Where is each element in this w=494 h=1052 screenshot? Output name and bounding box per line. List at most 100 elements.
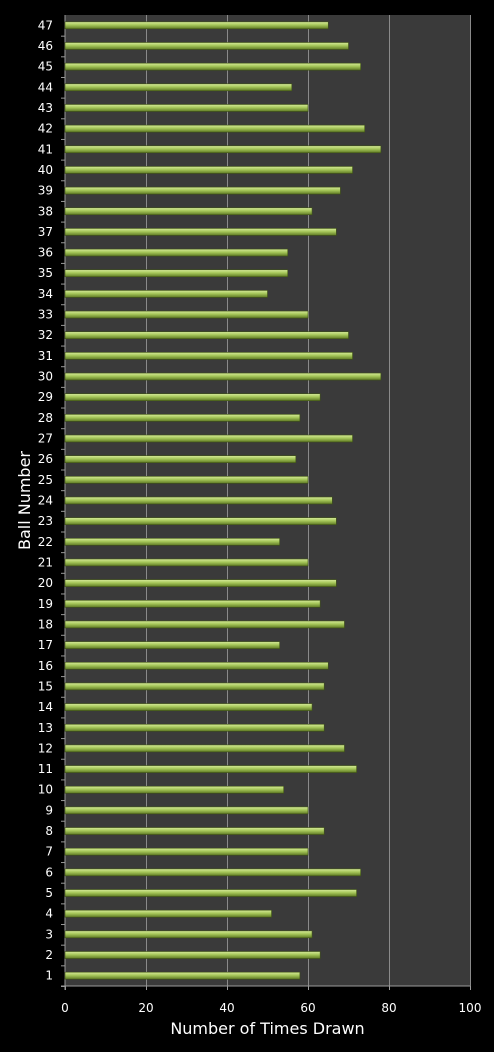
bar-ball-17 [64, 641, 280, 649]
bar-ball-7 [64, 847, 309, 856]
y-tick-label-26: 26 [38, 452, 53, 466]
bar-ball-33 [64, 310, 309, 319]
bar-ball-4 [64, 909, 272, 918]
y-tick-label-9: 9 [45, 803, 53, 817]
bar-ball-28 [64, 414, 301, 422]
y-tick-label-38: 38 [38, 204, 53, 218]
bar-ball-29 [64, 393, 321, 402]
y-tick-label-42: 42 [38, 122, 53, 136]
bar-ball-3 [64, 930, 313, 939]
bar-ball-35 [64, 269, 289, 278]
y-tick-label-12: 12 [38, 741, 53, 755]
bar-ball-44 [64, 83, 293, 92]
bar-ball-24 [64, 496, 333, 505]
y-tick-label-22: 22 [38, 535, 53, 549]
bar-ball-47 [64, 21, 329, 30]
y-tick-label-16: 16 [38, 659, 53, 673]
y-tick-label-27: 27 [38, 432, 53, 446]
y-tick-label-8: 8 [45, 824, 53, 838]
bar-ball-16 [64, 661, 329, 670]
y-tick-label-37: 37 [38, 225, 53, 239]
y-tick-label-20: 20 [38, 576, 53, 590]
y-tick-label-41: 41 [38, 142, 53, 156]
y-tick-label-24: 24 [38, 494, 53, 508]
x-tick-label-60: 60 [300, 1001, 315, 1015]
y-tick-label-14: 14 [38, 700, 53, 714]
x-tick-label-40: 40 [219, 1001, 234, 1015]
bar-ball-9 [64, 806, 309, 815]
y-tick-label-30: 30 [38, 370, 53, 384]
y-tick-label-47: 47 [38, 18, 53, 32]
bar-ball-37 [64, 228, 337, 236]
bar-ball-36 [64, 248, 289, 257]
y-tick-label-45: 45 [38, 60, 53, 74]
bar-ball-41 [64, 145, 382, 154]
y-tick-label-19: 19 [38, 597, 53, 611]
y-tick-label-40: 40 [38, 163, 53, 177]
y-axis-tick-labels: 1234567891011121314151617181920212223242… [38, 18, 65, 987]
bar-ball-40 [64, 166, 353, 174]
y-tick-label-46: 46 [38, 39, 53, 53]
bar-ball-27 [64, 434, 353, 443]
bar-ball-25 [64, 476, 309, 484]
bar-ball-11 [64, 765, 357, 773]
bar-ball-43 [64, 104, 309, 112]
bar-ball-20 [64, 579, 337, 587]
x-tick-label-80: 80 [381, 1001, 396, 1015]
y-tick-label-32: 32 [38, 328, 53, 342]
x-tick-label-0: 0 [61, 1001, 69, 1015]
bar-ball-21 [64, 558, 309, 567]
bar-ball-22 [64, 538, 280, 546]
bar-ball-14 [64, 703, 313, 711]
y-tick-label-33: 33 [38, 308, 53, 322]
x-tick-label-100: 100 [459, 1001, 482, 1015]
bar-ball-13 [64, 723, 325, 732]
bar-ball-32 [64, 331, 349, 340]
y-tick-label-5: 5 [45, 886, 53, 900]
y-tick-label-1: 1 [45, 969, 53, 983]
bar-ball-12 [64, 744, 345, 753]
y-tick-label-13: 13 [38, 721, 53, 735]
bar-ball-23 [64, 517, 337, 525]
bar-ball-34 [64, 290, 268, 298]
bar-ball-15 [64, 682, 325, 691]
y-tick-label-25: 25 [38, 473, 53, 487]
y-tick-label-28: 28 [38, 411, 53, 425]
x-axis-tick-labels: 0 20 40 60 80 100 [61, 986, 481, 1015]
y-tick-label-11: 11 [38, 762, 53, 776]
y-tick-label-10: 10 [38, 783, 53, 797]
y-axis-title: Ball Number [15, 451, 34, 550]
y-tick-label-44: 44 [38, 80, 53, 94]
bar-ball-10 [64, 785, 284, 794]
bar-ball-1 [64, 971, 301, 980]
x-axis-title: Number of Times Drawn [170, 1019, 364, 1038]
y-tick-label-21: 21 [38, 555, 53, 569]
bar-ball-18 [64, 620, 345, 629]
y-tick-label-17: 17 [38, 638, 53, 652]
y-tick-label-43: 43 [38, 101, 53, 115]
y-tick-label-34: 34 [38, 287, 53, 301]
y-tick-label-31: 31 [38, 349, 53, 363]
bar-ball-46 [64, 42, 349, 50]
y-tick-label-35: 35 [38, 266, 53, 280]
bar-ball-6 [64, 868, 361, 877]
bar-ball-8 [64, 827, 325, 835]
y-tick-label-7: 7 [45, 845, 53, 859]
bar-ball-39 [64, 186, 341, 195]
y-tick-label-36: 36 [38, 246, 53, 260]
x-tick-label-20: 20 [138, 1001, 153, 1015]
bar-ball-5 [64, 889, 357, 897]
bar-series [64, 21, 382, 980]
y-tick-label-15: 15 [38, 679, 53, 693]
y-tick-label-4: 4 [45, 907, 53, 921]
bar-ball-19 [64, 599, 321, 608]
bar-ball-42 [64, 124, 366, 133]
bar-ball-38 [64, 207, 313, 216]
bar-ball-26 [64, 455, 297, 463]
bar-ball-31 [64, 352, 353, 360]
y-tick-label-3: 3 [45, 927, 53, 941]
bar-ball-2 [64, 951, 321, 959]
y-tick-label-23: 23 [38, 514, 53, 528]
bar-ball-30 [64, 372, 382, 381]
